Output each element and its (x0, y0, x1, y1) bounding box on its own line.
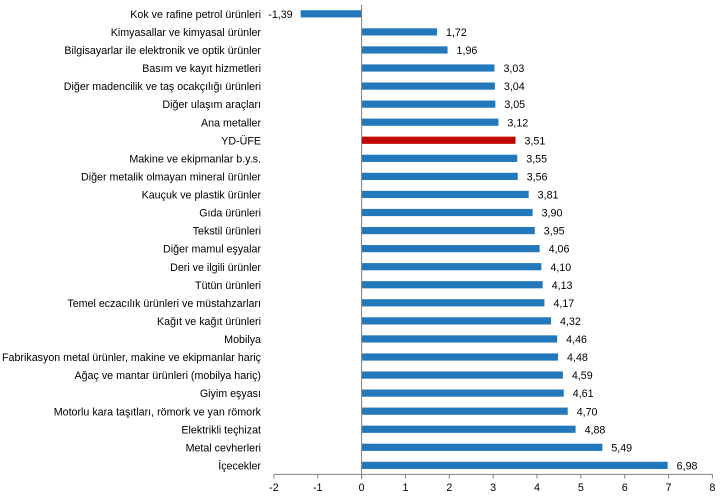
svg-text:3,81: 3,81 (538, 190, 559, 202)
svg-text:Ağaç ve mantar ürünleri (mobil: Ağaç ve mantar ürünleri (mobilya hariç) (74, 370, 261, 382)
svg-text:Ana metaller: Ana metaller (201, 117, 261, 129)
svg-text:6: 6 (622, 482, 628, 494)
svg-text:3,03: 3,03 (503, 63, 524, 75)
svg-text:Temel eczacılık ürünleri ve mü: Temel eczacılık ürünleri ve müstahzarlar… (67, 298, 261, 310)
svg-text:Diğer ulaşım araçları: Diğer ulaşım araçları (162, 99, 261, 111)
svg-text:4,13: 4,13 (552, 280, 573, 292)
svg-text:2: 2 (446, 482, 452, 494)
svg-text:0: 0 (359, 482, 365, 494)
svg-text:Metal cevherleri: Metal cevherleri (186, 442, 261, 454)
svg-text:3,04: 3,04 (504, 81, 525, 93)
svg-text:5,49: 5,49 (611, 442, 632, 454)
svg-text:6,98: 6,98 (677, 460, 698, 472)
svg-text:-2: -2 (269, 482, 279, 494)
svg-text:3,55: 3,55 (526, 153, 547, 165)
svg-text:Tekstil ürünleri: Tekstil ürünleri (193, 226, 261, 238)
svg-text:4,48: 4,48 (567, 352, 588, 364)
svg-text:Fabrikasyon metal ürünler, mak: Fabrikasyon metal ürünler, makine ve eki… (2, 352, 262, 364)
svg-text:3,95: 3,95 (544, 226, 565, 238)
svg-text:Kağıt ve kağıt ürünleri: Kağıt ve kağıt ürünleri (157, 316, 261, 328)
svg-text:Giyim eşyası: Giyim eşyası (200, 388, 261, 400)
svg-text:Kimyasallar ve kimyasal ürünle: Kimyasallar ve kimyasal ürünler (111, 27, 262, 39)
svg-text:3,90: 3,90 (542, 208, 563, 220)
svg-text:Diğer mamul eşyalar: Diğer mamul eşyalar (163, 244, 261, 256)
svg-text:Tütün ürünleri: Tütün ürünleri (195, 280, 261, 292)
svg-text:Basım ve kayıt hizmetleri: Basım ve kayıt hizmetleri (142, 63, 261, 75)
svg-text:3,51: 3,51 (525, 135, 546, 147)
svg-text:8: 8 (709, 482, 715, 494)
svg-text:4,46: 4,46 (566, 334, 587, 346)
svg-text:1: 1 (402, 482, 408, 494)
svg-text:1,96: 1,96 (457, 45, 478, 57)
svg-text:4,32: 4,32 (560, 316, 581, 328)
svg-text:Deri ve ilgili ürünler: Deri ve ilgili ürünler (170, 262, 261, 274)
svg-text:Mobilya: Mobilya (224, 334, 261, 346)
svg-text:4,61: 4,61 (573, 388, 594, 400)
svg-text:-1,39: -1,39 (268, 9, 292, 21)
svg-text:Makine ve ekipmanlar b.y.s.: Makine ve ekipmanlar b.y.s. (129, 153, 261, 165)
svg-text:7: 7 (666, 482, 672, 494)
svg-text:3: 3 (490, 482, 496, 494)
svg-text:-1: -1 (313, 482, 323, 494)
svg-text:Diğer madencilik ve taş ocakçı: Diğer madencilik ve taş ocakçılığı ürünl… (64, 81, 261, 93)
svg-text:4,70: 4,70 (577, 406, 598, 418)
svg-text:Kauçuk ve plastik ürünler: Kauçuk ve plastik ürünler (142, 190, 262, 202)
svg-text:4,10: 4,10 (550, 262, 571, 274)
svg-text:4,17: 4,17 (553, 298, 574, 310)
svg-text:3,56: 3,56 (527, 171, 548, 183)
svg-text:4,06: 4,06 (549, 244, 570, 256)
svg-text:3,12: 3,12 (507, 117, 528, 129)
svg-text:Kok ve rafine petrol ürünleri: Kok ve rafine petrol ürünleri (130, 9, 261, 21)
svg-text:5: 5 (578, 482, 584, 494)
svg-text:Motorlu kara taşıtları, römork: Motorlu kara taşıtları, römork ve yan rö… (54, 406, 262, 418)
svg-text:İçecekler: İçecekler (218, 459, 261, 472)
svg-text:Elektrikli teçhizat: Elektrikli teçhizat (181, 424, 261, 436)
svg-text:4,88: 4,88 (585, 424, 606, 436)
svg-text:4: 4 (534, 482, 540, 494)
svg-text:Gıda ürünleri: Gıda ürünleri (199, 208, 261, 220)
svg-text:4,59: 4,59 (572, 370, 593, 382)
svg-text:3,05: 3,05 (504, 99, 525, 111)
svg-text:YD-ÜFE: YD-ÜFE (221, 135, 261, 147)
svg-text:Diğer metalik olmayan mineral: Diğer metalik olmayan mineral ürünler (81, 171, 261, 183)
svg-text:Bilgisayarlar ile elektronik v: Bilgisayarlar ile elektronik ve optik ür… (64, 45, 261, 57)
svg-text:1,72: 1,72 (446, 27, 467, 39)
